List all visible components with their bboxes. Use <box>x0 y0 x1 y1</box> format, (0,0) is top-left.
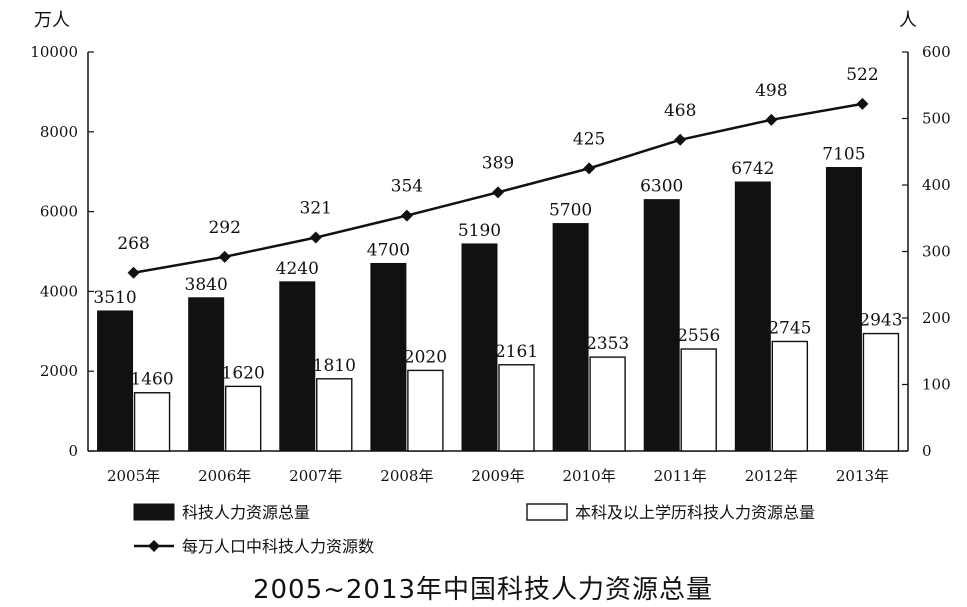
line-point-marker <box>127 266 140 279</box>
y-right-unit-label: 人 <box>899 10 917 31</box>
bar-bachelor-plus <box>498 364 535 452</box>
bar-total <box>734 181 771 452</box>
line-point-label: 292 <box>208 218 240 238</box>
line-point-label: 321 <box>300 199 332 219</box>
bar-total <box>552 223 589 452</box>
bar-bachelor-plus-label: 1460 <box>130 370 173 390</box>
line-point-marker <box>765 113 778 126</box>
legend-label-line: 每万人口中科技人力资源数 <box>182 537 374 556</box>
bar-bachelor-plus <box>589 356 626 452</box>
line-point-marker <box>400 209 413 222</box>
bar-total <box>461 243 498 452</box>
y-left-tick-label: 0 <box>68 442 78 460</box>
legend-swatch-total <box>133 503 175 521</box>
y-left-unit-label: 万人 <box>34 10 70 31</box>
bar-total-label: 4240 <box>276 259 319 279</box>
y-right-tick-label: 200 <box>922 309 951 327</box>
bar-total-label: 6300 <box>640 177 683 197</box>
bar-total-label: 5700 <box>549 201 592 221</box>
x-tick-label: 2009年 <box>471 467 524 485</box>
y-right-tick-label: 0 <box>922 442 932 460</box>
bar-total <box>188 297 225 452</box>
chart-title: 2005~2013年中国科技人力资源总量 <box>253 575 713 605</box>
bar-total <box>370 262 407 452</box>
bar-total <box>825 167 862 452</box>
y-left-tick-label: 8000 <box>40 123 78 141</box>
legend-label-bachelor-plus: 本科及以上学历科技人力资源总量 <box>575 503 815 522</box>
line-point-label: 498 <box>755 81 787 101</box>
line-point-marker <box>856 97 869 110</box>
line-point-marker <box>674 133 687 146</box>
line-point-marker <box>218 250 231 263</box>
bar-bachelor-plus-label: 2556 <box>677 326 720 346</box>
bar-total-label: 6742 <box>731 159 774 179</box>
y-left-tick-label: 4000 <box>40 282 78 300</box>
x-tick-label: 2005年 <box>107 467 160 485</box>
line-point-marker <box>309 231 322 244</box>
bar-bachelor-plus-label: 2353 <box>586 334 629 354</box>
bar-total <box>643 199 680 452</box>
bar-bachelor-plus-label: 2745 <box>768 318 811 338</box>
bar-bachelor-plus <box>407 369 444 452</box>
x-tick-label: 2010年 <box>563 467 616 485</box>
axes: 0 2000 4000 6000 8000 10000 0 100 200 300 400 500 60… <box>30 10 950 485</box>
bar-bachelor-plus <box>316 378 353 452</box>
y-right-tick-label: 100 <box>922 376 951 394</box>
bar-bachelor-plus <box>680 348 717 452</box>
bar-total-label: 4700 <box>367 240 410 260</box>
y-left-tick-label: 10000 <box>30 43 78 61</box>
x-tick-label: 2012年 <box>745 467 798 485</box>
y-left-tick-label: 2000 <box>40 362 78 380</box>
line-point-marker <box>492 186 504 199</box>
bar-bachelor-plus-label: 2020 <box>404 347 447 367</box>
bar-bachelor-plus-label: 2943 <box>859 311 902 331</box>
legend-label-total: 科技人力资源总量 <box>182 503 310 522</box>
bar-total-label: 5190 <box>458 221 501 241</box>
bar-bachelor-plus <box>224 385 262 452</box>
bar-bachelor-plus <box>862 332 900 452</box>
line-point-label: 468 <box>664 101 696 121</box>
bar-bachelor-plus <box>133 392 171 452</box>
y-right-tick-label: 600 <box>922 43 951 61</box>
data-labels: 3510 1460 3840 1620 4240 1810 4700 2020 5190 2161… <box>93 65 902 390</box>
x-tick-label: 2007年 <box>289 467 342 485</box>
bar-bachelor-plus <box>771 340 809 452</box>
legend-swatch-bachelor-plus <box>526 503 568 521</box>
bar-total <box>97 310 134 452</box>
y-right-tick-label: 400 <box>922 176 951 194</box>
y-right-tick-label: 500 <box>922 110 951 128</box>
x-tick-label: 2008年 <box>380 467 433 485</box>
line-point-label: 268 <box>117 234 149 254</box>
bar-total-label: 3840 <box>185 275 228 295</box>
bar-total <box>279 281 316 452</box>
y-left-tick-label: 6000 <box>40 203 78 221</box>
line-point-label: 354 <box>391 177 423 197</box>
x-tick-label: 2011年 <box>654 467 707 485</box>
line-point-label: 425 <box>573 129 605 149</box>
bar-total-label: 7105 <box>822 145 865 165</box>
line-point-marker <box>583 162 596 175</box>
x-tick-label: 2013年 <box>836 467 889 485</box>
legend-swatch-diamond <box>148 540 160 552</box>
line-point-label: 522 <box>846 65 878 85</box>
bar-bachelor-plus-label: 1620 <box>222 363 265 383</box>
bar-bachelor-plus-label: 1810 <box>313 356 356 376</box>
line-point-label: 389 <box>482 153 514 173</box>
y-right-tick-label: 300 <box>922 243 951 261</box>
bar-total-label: 3510 <box>93 288 136 308</box>
line-series <box>127 97 869 279</box>
bar-bachelor-plus-label: 2161 <box>495 342 538 362</box>
bars <box>97 167 900 452</box>
x-tick-label: 2006年 <box>198 467 251 485</box>
